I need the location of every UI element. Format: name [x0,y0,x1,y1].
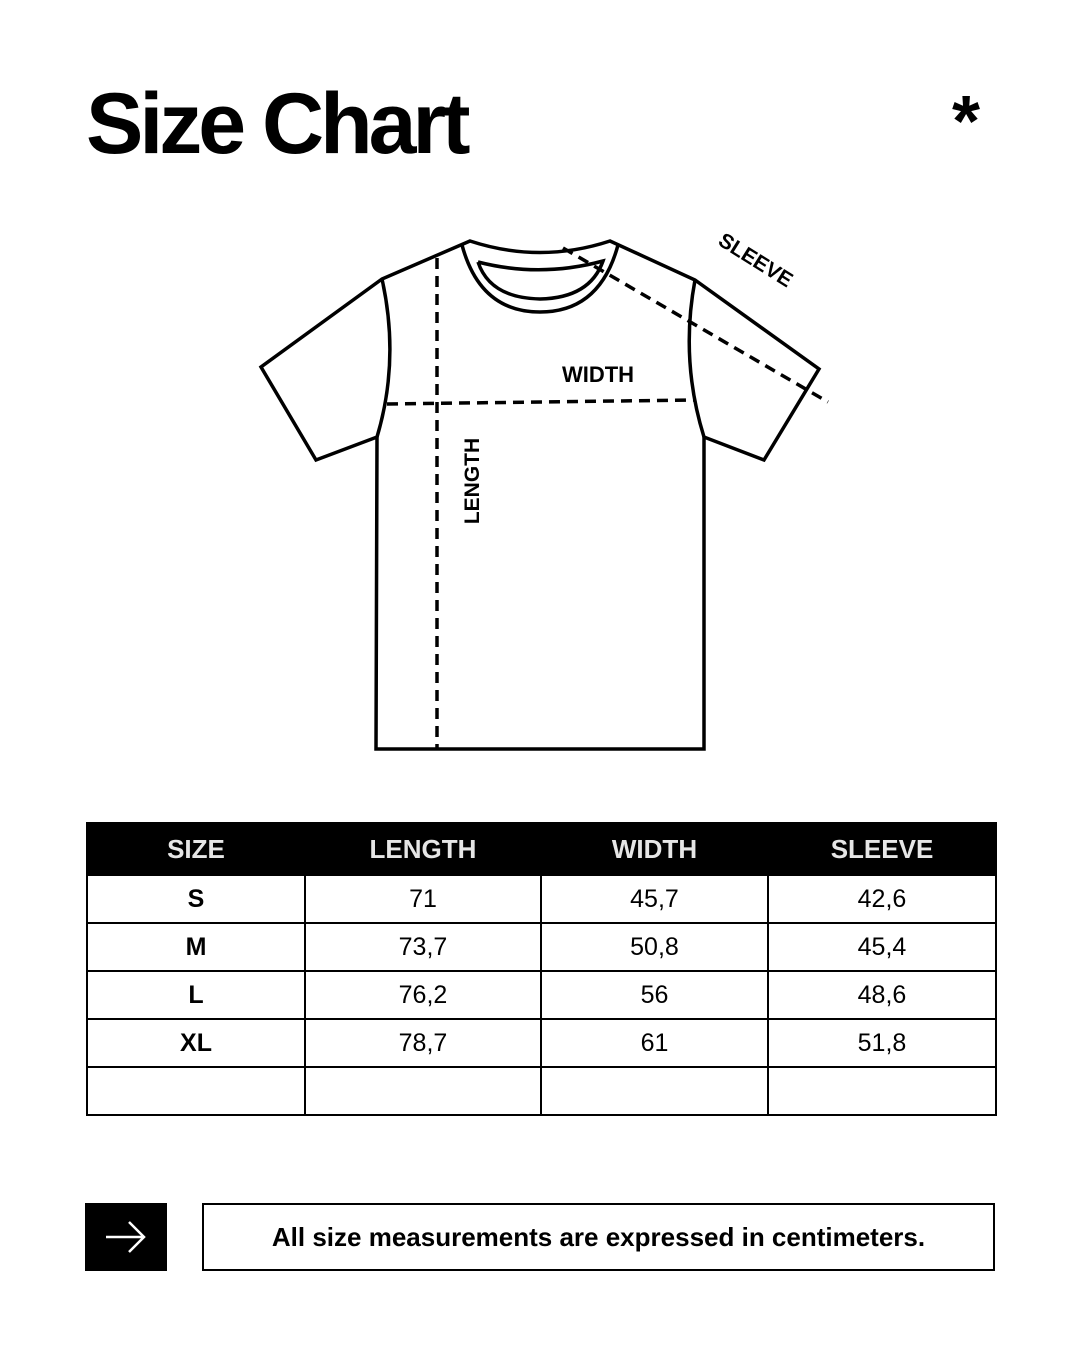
header-length: LENGTH [304,822,542,876]
sleeve-label: SLEEVE [714,229,796,292]
width-cell: 61 [540,1018,769,1068]
table-row: L 76,2 56 48,6 [86,970,997,1020]
table-row: XL 78,7 61 51,8 [86,1018,997,1068]
size-cell [86,1066,306,1116]
table-header-row: SIZE LENGTH WIDTH SLEEVE [86,822,997,876]
asterisk-icon: * [952,82,981,162]
header-sleeve: SLEEVE [767,822,997,876]
tshirt-outline [258,239,822,751]
collar-outer [460,244,620,314]
width-cell [540,1066,769,1116]
table-row [86,1066,997,1116]
armhole-right [687,279,706,438]
arrow-right-icon [85,1203,167,1271]
width-cell: 56 [540,970,769,1020]
sleeve-cell [767,1066,997,1116]
units-note: All size measurements are expressed in c… [202,1203,995,1271]
size-cell: L [86,970,306,1020]
armhole-left [375,278,392,438]
width-cell: 50,8 [540,922,769,972]
page-title: Size Chart [86,76,471,172]
size-cell: S [86,874,306,924]
sleeve-cell: 48,6 [767,970,997,1020]
length-cell: 78,7 [304,1018,542,1068]
width-measure-line [386,398,695,406]
header-size: SIZE [86,822,306,876]
tshirt-diagram: WIDTH LENGTH SLEEVE [258,229,829,751]
length-label: LENGTH [461,438,484,524]
table-row: M 73,7 50,8 45,4 [86,922,997,972]
length-cell [304,1066,542,1116]
size-cell: M [86,922,306,972]
length-cell: 73,7 [304,922,542,972]
size-table: SIZE LENGTH WIDTH SLEEVE S 71 45,7 42,6 M 73,… [86,822,997,1116]
table-row: S 71 45,7 42,6 [86,874,997,924]
collar-inner [476,258,606,301]
length-cell: 71 [304,874,542,924]
sleeve-cell: 42,6 [767,874,997,924]
length-cell: 76,2 [304,970,542,1020]
header-width: WIDTH [540,822,769,876]
sleeve-measure-line [562,246,829,404]
sleeve-cell: 45,4 [767,922,997,972]
size-cell: XL [86,1018,306,1068]
sleeve-cell: 51,8 [767,1018,997,1068]
width-label: WIDTH [562,362,634,387]
width-cell: 45,7 [540,874,769,924]
